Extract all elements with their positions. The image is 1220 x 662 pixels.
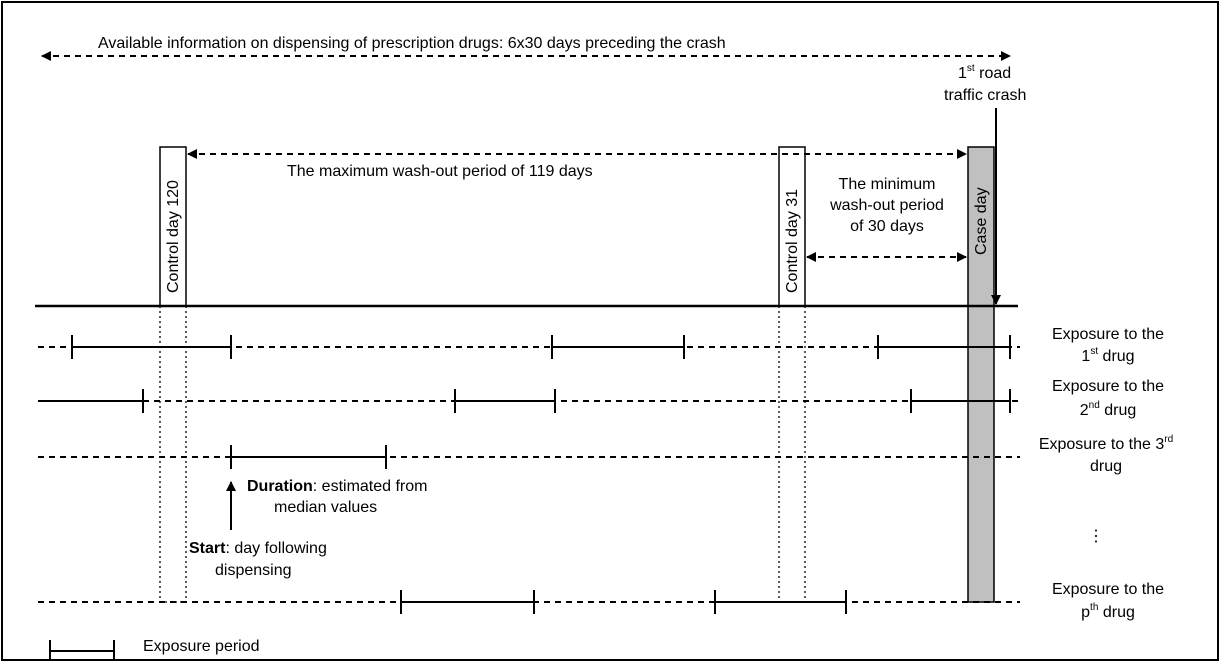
drug-2-label-line1: Exposure to the [1052,378,1164,395]
min-washout-label-1: The minimum [839,176,936,193]
min-washout-label-2: wash-out period [829,197,944,214]
control-day-120-label: Control day 120 [165,180,182,293]
exposure-period [454,389,556,413]
start-label-line2: dispensing [215,562,292,579]
drug-1-label-line1: Exposure to the [1052,326,1164,343]
legend-exposure-symbol [49,640,115,660]
crash-label-line1: 1st road [958,63,1011,82]
exposure-period [877,335,1011,359]
exposure-period [910,389,1011,413]
legend-label: Exposure period [143,638,260,655]
duration-label-line1: Duration: estimated from [247,478,427,495]
exposure-period [38,389,144,413]
available-info-label: Available information on dispensing of p… [98,35,726,52]
drug-p-label-line1: Exposure to the [1052,581,1164,598]
drug-3-label-line1: Exposure to the 3rd [1039,434,1173,453]
drug-p-label-line2: pth drug [1081,602,1135,621]
drug-1-row [38,335,1020,359]
drug-2-label-line2: 2nd drug [1080,400,1137,419]
start-label-line1: Start: day following [189,540,327,557]
case-day-column [967,146,995,603]
drug-3-row [38,445,1020,469]
crash-label-line2: traffic crash [944,87,1026,104]
more-drugs-ellipsis: ⋮ [1088,528,1104,545]
duration-label-line2: median values [274,499,377,516]
control-day-31-guide [778,306,806,603]
case-day-label: Case day [973,187,990,255]
drug-p-row [38,590,1020,614]
drug-1-label-line2: 1st drug [1081,346,1134,365]
control-day-31-label: Control day 31 [784,189,801,293]
exposure-period [714,590,847,614]
drug-2-row [38,389,1020,413]
max-washout-label: The maximum wash-out period of 119 days [287,163,593,180]
exposure-period [551,335,685,359]
drug-3-label-line2: drug [1090,458,1122,475]
exposure-period [230,445,387,469]
min-washout-label-3: of 30 days [850,218,924,235]
control-day-120-guide [159,306,187,603]
exposure-period [400,590,535,614]
exposure-period [71,335,232,359]
